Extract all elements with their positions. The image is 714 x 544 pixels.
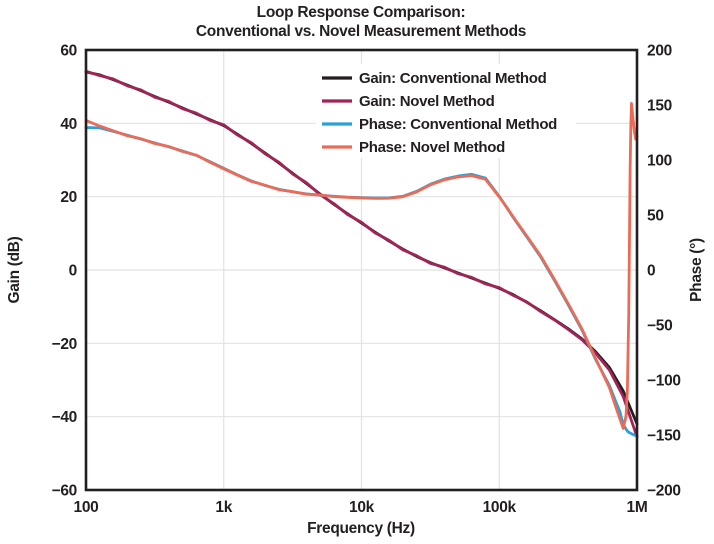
y-right-axis-label: Phase (°) [688,238,705,302]
y-left-tick-label: −60 [52,483,77,500]
curve-phase-novel-method [84,101,639,430]
y-right-tick-label: −150 [647,428,681,445]
data-curves [84,69,639,439]
legend-background [316,64,576,158]
legend-label: Phase: Novel Method [359,139,505,156]
legend-label: Gain: Conventional Method [359,70,547,87]
legend-label: Gain: Novel Method [359,93,495,110]
y-right-tick-label: −100 [647,373,681,390]
y-left-axis-label: Gain (dB) [6,236,23,303]
x-tick-label: 100 [74,499,99,516]
y-right-tick-label: 50 [647,208,664,225]
legend: Gain: Conventional Method Gain: Novel Met… [316,64,576,158]
chart-title-line2: Conventional vs. Novel Measurement Metho… [196,23,526,40]
y-left-tick-label: −40 [52,409,77,426]
x-tick-label: 10k [349,499,375,516]
y-right-tick-label: −50 [647,318,672,335]
y-left-tick-label: 0 [69,263,77,280]
y-right-tick-label: −200 [647,483,681,500]
x-tick-label: 100k [483,499,517,516]
y-right-tick-label: 150 [647,98,672,115]
x-axis-label: Frequency (Hz) [307,520,415,537]
y-right-tick-label: 200 [647,43,672,60]
y-left-tick-label: −20 [52,336,77,353]
curve-gain-novel-method [84,69,639,439]
y-left-tick-label: 40 [60,116,77,133]
tick-labels: 6040200−20−40−60200150100500−50−100−150−… [52,43,681,517]
y-left-tick-label: 60 [60,43,77,60]
y-right-tick-label: 0 [647,263,655,280]
legend-label: Phase: Conventional Method [359,116,557,133]
x-tick-label: 1M [627,499,648,516]
chart-title-line1: Loop Response Comparison: [257,4,466,21]
y-right-tick-label: 100 [647,153,672,170]
y-left-tick-label: 20 [60,189,77,206]
plot-frame [84,48,639,492]
x-tick-label: 1k [215,499,232,516]
